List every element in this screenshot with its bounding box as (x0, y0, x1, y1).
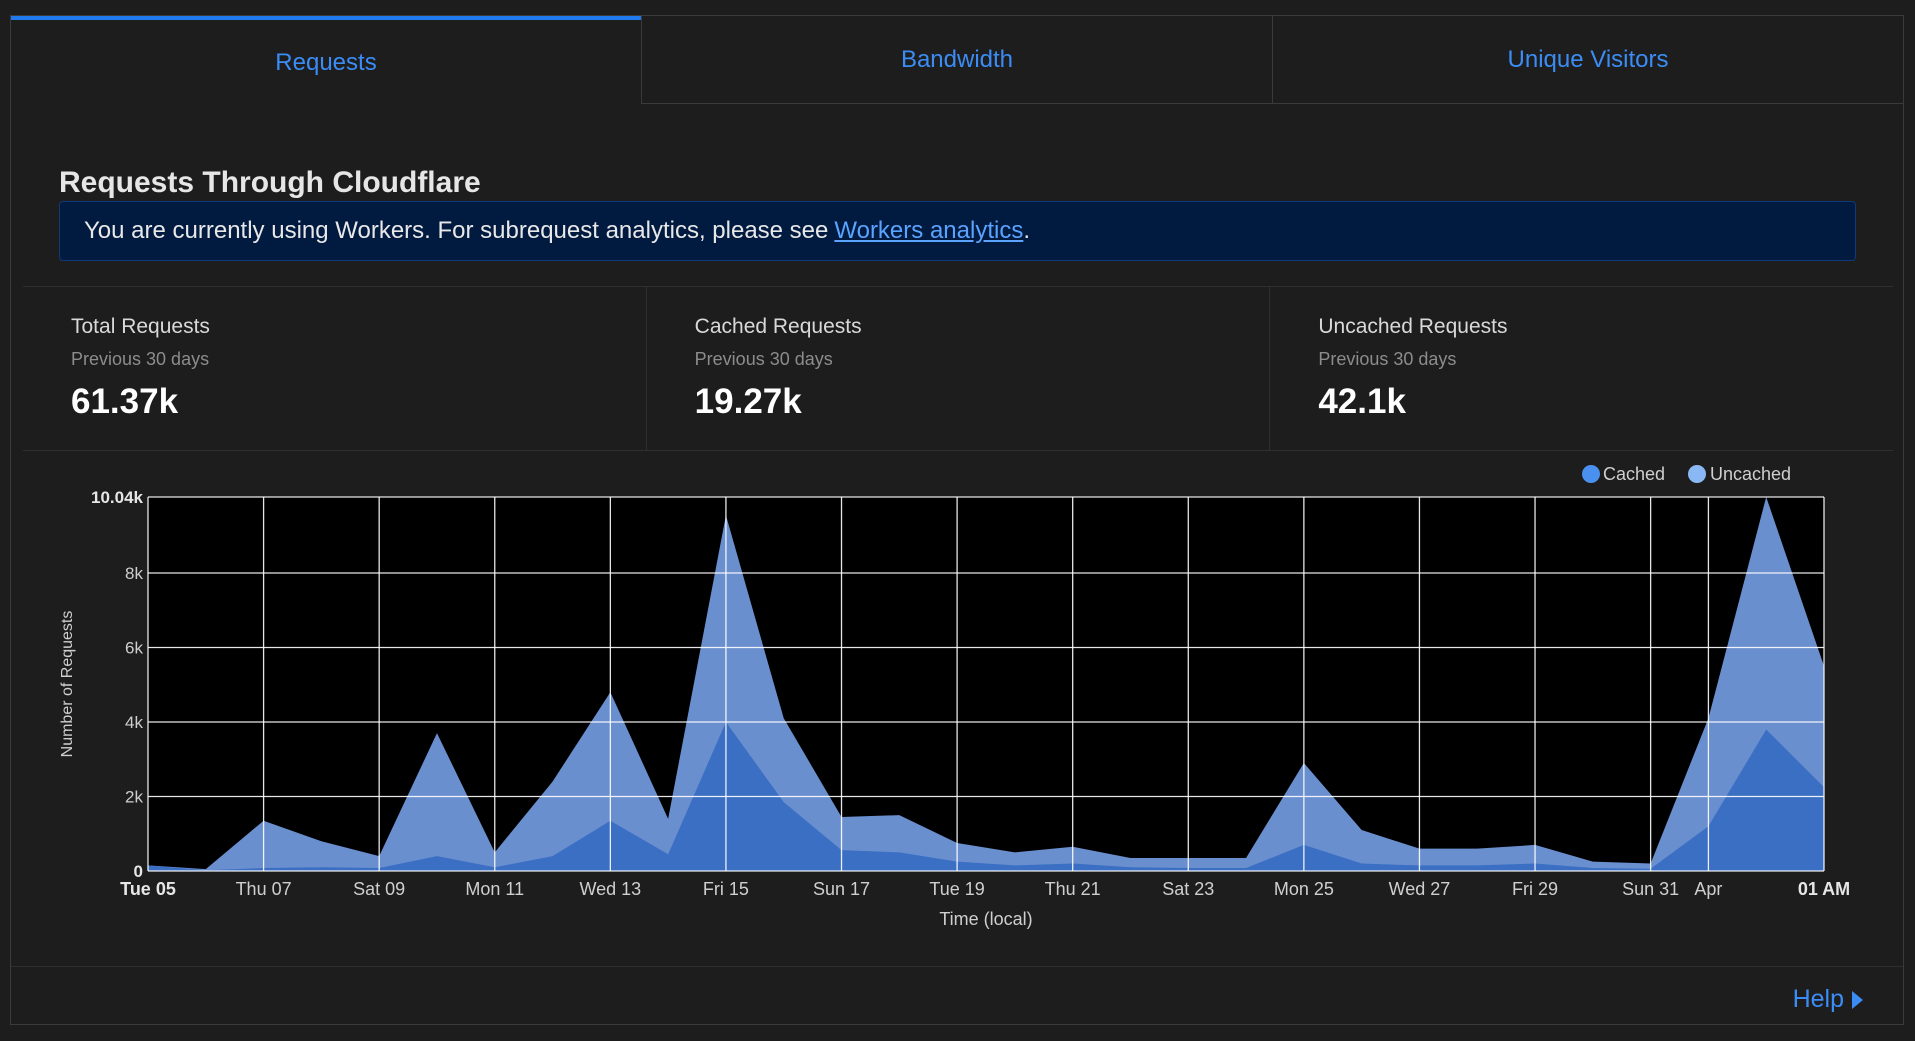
stat-cached-requests: Cached Requests Previous 30 days 19.27k (645, 287, 1270, 450)
stats-row: Total Requests Previous 30 days 61.37k C… (23, 286, 1893, 451)
x-tick-label: Sat 09 (353, 879, 405, 899)
x-tick-label: Thu 21 (1045, 879, 1101, 899)
stat-period: Previous 30 days (71, 349, 210, 369)
x-tick-label: Fri 15 (703, 879, 749, 899)
stat-uncached-requests: Uncached Requests Previous 30 days 42.1k (1269, 287, 1893, 450)
x-tick-label: Sun 17 (813, 879, 870, 899)
y-tick-label: 2k (125, 787, 143, 806)
x-tick-label: 01 AM (1798, 879, 1850, 899)
banner-text: You are currently using Workers. For sub… (84, 217, 829, 244)
caret-right-icon (1852, 990, 1863, 1009)
workers-analytics-link[interactable]: Workers analytics (834, 217, 1024, 244)
stat-value: 19.27k (694, 382, 802, 421)
stat-label: Uncached Requests (1318, 315, 1508, 338)
x-tick-label: Wed 27 (1389, 879, 1451, 899)
y-tick-label: 0 (134, 862, 143, 881)
stat-total-requests: Total Requests Previous 30 days 61.37k (23, 287, 646, 450)
x-tick-label: Wed 13 (579, 879, 641, 899)
x-tick-label: Sat 23 (1162, 879, 1214, 899)
legend-uncached-label: Uncached (1710, 464, 1791, 484)
y-axis-title: Number of Requests (59, 611, 76, 758)
tab-unique-visitors[interactable]: Unique Visitors (1272, 16, 1903, 104)
workers-info-banner: You are currently using Workers. For sub… (59, 201, 1856, 261)
x-axis-title: Time (local) (939, 909, 1032, 929)
x-tick-label: Apr (1694, 879, 1722, 899)
stat-value: 61.37k (71, 382, 179, 421)
y-tick-label: 4k (125, 713, 143, 732)
uncached-area (148, 497, 1824, 871)
legend-cached-label: Cached (1603, 464, 1665, 484)
y-tick-label: 6k (125, 638, 143, 657)
tab-bar: Requests Bandwidth Unique Visitors (11, 16, 1903, 104)
stat-label: Cached Requests (694, 315, 862, 338)
stat-label: Total Requests (71, 315, 210, 338)
legend-cached-swatch (1582, 465, 1600, 483)
help-link[interactable]: Help (1793, 985, 1863, 1014)
x-tick-label: Mon 11 (465, 879, 524, 899)
legend-uncached-swatch (1688, 465, 1706, 483)
help-label: Help (1792, 985, 1844, 1013)
stat-value: 42.1k (1318, 382, 1406, 421)
tab-bandwidth[interactable]: Bandwidth (641, 16, 1272, 104)
x-tick-label: Sun 31 (1622, 879, 1679, 899)
banner-suffix: . (1023, 217, 1030, 244)
panel-footer: Help (11, 966, 1903, 1027)
requests-chart: 0 2k 4k 6k 8k 10.04k Tue 05 Thu 07 Sat 09 Mon 11 W… (59, 464, 1850, 929)
tab-requests[interactable]: Requests (11, 16, 641, 104)
stat-period: Previous 30 days (694, 349, 833, 369)
x-tick-label: Mon 25 (1274, 879, 1334, 899)
x-tick-label: Thu 07 (236, 879, 292, 899)
stat-period: Previous 30 days (1318, 349, 1457, 369)
x-tick-label: Tue 05 (120, 879, 176, 899)
x-tick-label: Fri 29 (1512, 879, 1558, 899)
y-tick-label: 8k (125, 564, 143, 583)
section-title: Requests Through Cloudflare (59, 166, 481, 199)
y-tick-label: 10.04k (91, 488, 144, 507)
x-tick-label: Tue 19 (929, 879, 984, 899)
